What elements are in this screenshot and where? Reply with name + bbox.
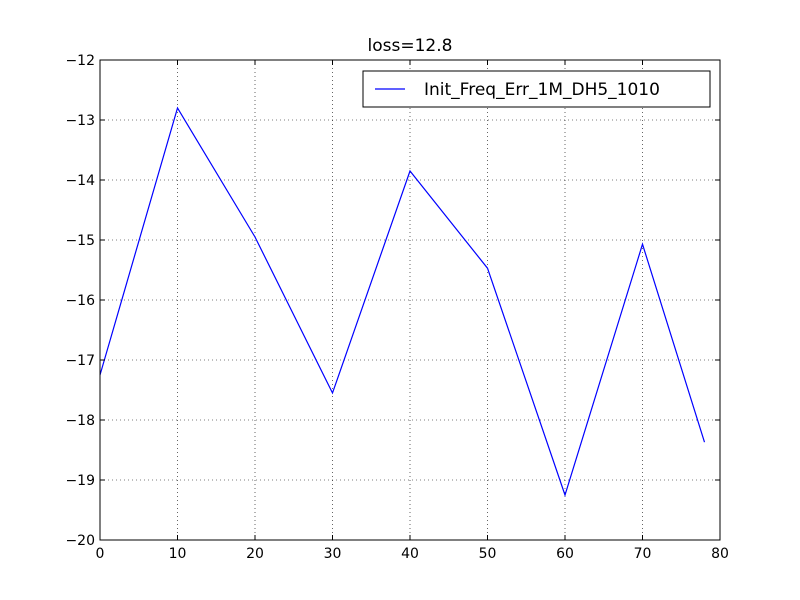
y-tick-label: −18 [65, 413, 95, 429]
y-tick-label: −20 [65, 533, 95, 549]
y-tick-label: −19 [65, 473, 95, 489]
x-axis-tick-labels: 0 10 20 30 40 50 60 70 80 [96, 546, 729, 562]
x-tick-label: 10 [169, 546, 187, 562]
y-axis-tick-labels: −20 −19 −18 −17 −16 −15 −14 −13 −12 [65, 53, 95, 549]
series-layer [99, 106, 706, 497]
series-line [99, 106, 706, 497]
y-tick-label: −15 [65, 233, 95, 249]
y-tick-label: −16 [65, 293, 95, 309]
x-tick-label: 30 [324, 546, 342, 562]
x-tick-label: 50 [479, 546, 497, 562]
chart-title: loss=12.8 [368, 36, 453, 56]
legend: Init_Freq_Err_1M_DH5_1010 [362, 70, 711, 108]
legend-box [362, 70, 711, 108]
grid-lines [100, 60, 720, 540]
x-tick-label: 80 [711, 546, 729, 562]
x-tick-label: 60 [556, 546, 574, 562]
x-tick-label: 40 [401, 546, 419, 562]
y-tick-label: −12 [65, 53, 95, 69]
x-tick-label: 0 [96, 546, 105, 562]
y-tick-label: −17 [65, 353, 95, 369]
y-tick-label: −13 [65, 113, 95, 129]
x-tick-label: 70 [634, 546, 652, 562]
x-tick-label: 20 [246, 546, 264, 562]
axis-ticks [99, 59, 721, 541]
y-tick-label: −14 [65, 173, 95, 189]
legend-entry-label: Init_Freq_Err_1M_DH5_1010 [424, 80, 660, 100]
